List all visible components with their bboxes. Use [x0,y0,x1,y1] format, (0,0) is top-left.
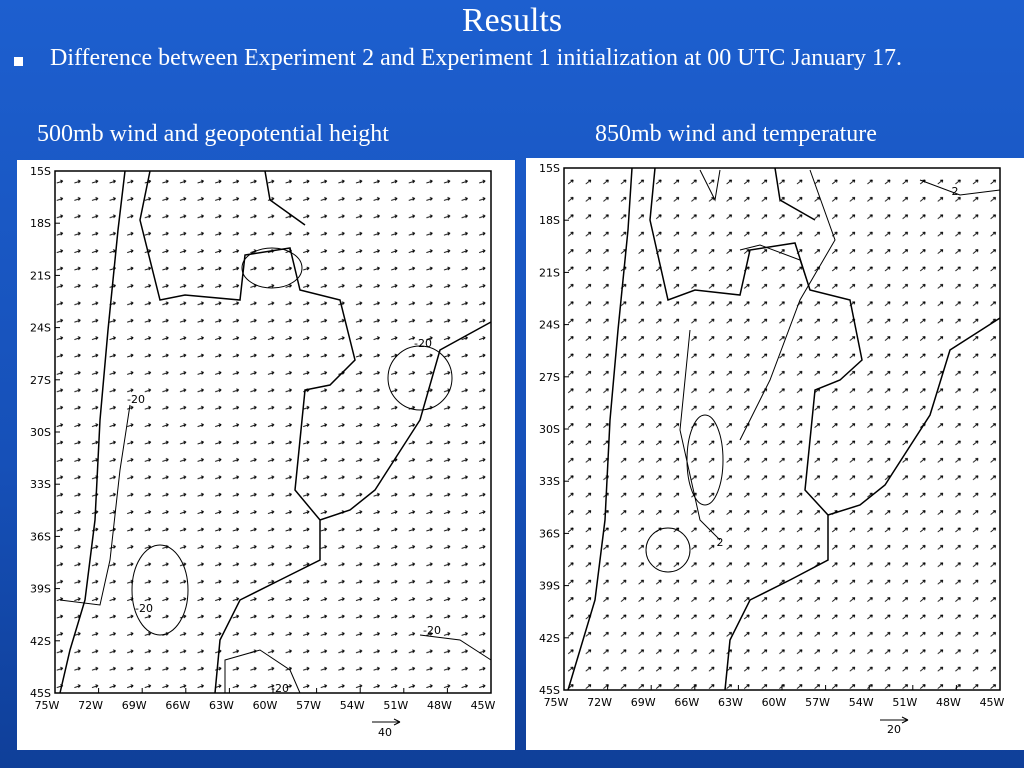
reference-vector-label: 20 [887,723,901,736]
lon-label: 48W [427,699,452,712]
contour-label: -20 [414,337,432,350]
lon-label: 51W [383,699,408,712]
contour-label: 2 [717,536,724,549]
lon-label: 69W [122,699,147,712]
bullet-text: Difference between Experiment 2 and Expe… [50,45,902,71]
map [563,167,1001,724]
title: Results [461,2,563,39]
lat-label: 27S [30,374,51,387]
lat-label: 36S [30,530,51,543]
contour-label: -20 [127,393,145,406]
lat-label: 18S [539,214,560,227]
lon-label: 45W [980,696,1005,709]
panel-caption: 850mb wind and temperature [595,121,877,147]
lat-label: 33S [539,475,560,488]
lon-label: 75W [35,699,60,712]
lat-label: 15S [539,162,560,175]
lat-label: 30S [30,426,51,439]
panel-caption: 500mb wind and geopotential height [37,121,389,147]
lon-label: 45W [471,699,496,712]
lat-label: 21S [539,266,560,279]
contour-label: -20 [423,624,441,637]
lon-label: 60W [253,699,278,712]
lat-label: 27S [539,371,560,384]
lat-label: 24S [30,322,51,335]
reference-vector-label: 40 [378,726,392,739]
lon-label: 57W [296,699,321,712]
map [54,170,492,726]
lat-label: 15S [30,165,51,178]
lat-label: 30S [539,423,560,436]
contour-label: -20 [135,602,153,615]
lat-label: 24S [539,319,560,332]
lon-label: 54W [340,699,365,712]
lat-label: 33S [30,478,51,491]
lat-label: 42S [30,635,51,648]
lat-label: 45S [30,687,51,700]
lon-label: 69W [631,696,656,709]
lon-label: 51W [892,696,917,709]
lat-label: 36S [539,527,560,540]
lon-label: 54W [849,696,874,709]
bullet-marker [14,57,23,66]
lat-label: 21S [30,269,51,282]
lat-label: 39S [539,580,560,593]
lon-label: 72W [587,696,612,709]
lat-label: 18S [30,217,51,230]
lon-label: 72W [78,699,103,712]
lon-label: 48W [936,696,961,709]
lat-label: 39S [30,583,51,596]
lon-label: 75W [544,696,569,709]
contour-label: 2 [952,185,959,198]
lon-label: 60W [762,696,787,709]
lon-label: 63W [718,696,743,709]
lon-label: 57W [805,696,830,709]
lat-label: 42S [539,632,560,645]
lon-label: 66W [674,696,699,709]
lon-label: 66W [165,699,190,712]
lon-label: 63W [209,699,234,712]
lat-label: 45S [539,684,560,697]
contour-label: -20 [271,682,289,695]
